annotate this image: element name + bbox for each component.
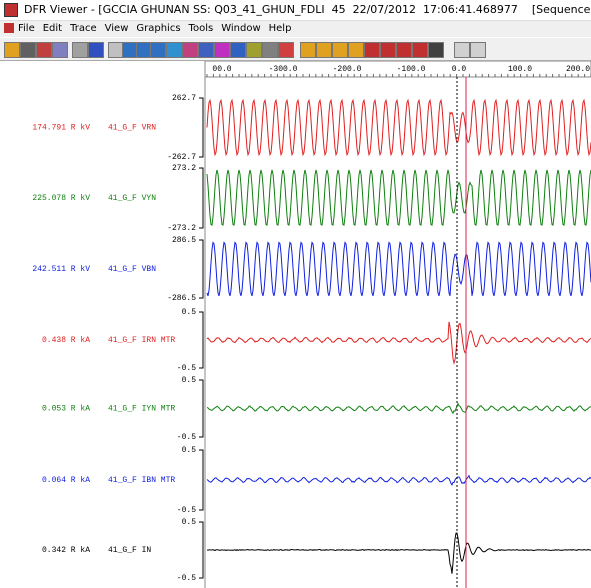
scale-bracket	[199, 167, 204, 229]
menu-item[interactable]: File	[18, 23, 35, 34]
menu-bar: File Edit Trace View Graphics Tools Window Help	[0, 21, 591, 37]
toolbar-button[interactable]	[428, 42, 444, 58]
menu-item[interactable]: Window	[221, 23, 261, 34]
scale-bracket	[199, 239, 204, 299]
toolbar-button[interactable]	[150, 42, 166, 58]
channel-value: 242.511 R kV	[32, 265, 90, 274]
toolbar-button[interactable]	[316, 42, 332, 58]
toolbar-button[interactable]	[72, 42, 88, 58]
channel-name: 41_G_F VBN	[108, 265, 156, 274]
scale-max: 0.5	[182, 376, 197, 385]
scale-min: -0.5	[177, 364, 196, 373]
toolbar-button[interactable]	[246, 42, 262, 58]
scale-max: 262.7	[172, 94, 196, 103]
menu-item[interactable]: Tools	[188, 23, 214, 34]
channel-value: 0.438 R kA	[42, 336, 90, 345]
channel-name: 41_G_F VYN	[108, 194, 156, 203]
toolbar-button[interactable]	[214, 42, 230, 58]
waveform	[206, 474, 591, 486]
toolbar-button[interactable]	[20, 42, 36, 58]
toolbar-button[interactable]	[396, 42, 412, 58]
time-label: 200.0	[566, 65, 590, 74]
waveform	[206, 402, 591, 415]
channel-value: 174.791 R kV	[32, 124, 90, 133]
scale-bracket	[199, 521, 204, 579]
waveform	[206, 241, 591, 297]
toolbar-button[interactable]	[364, 42, 380, 58]
background	[0, 61, 591, 588]
waveform	[206, 532, 591, 574]
trace-view: 00.0 -300.0 -200.0 -100.0 0.0 100.0 200.0 174.7…	[0, 61, 591, 588]
toolbar-button[interactable]	[470, 42, 486, 58]
toolbar-button[interactable]	[412, 42, 428, 58]
time-label: 0.0	[452, 65, 467, 74]
scale-min: -262.7	[167, 153, 196, 162]
app-icon	[4, 3, 18, 17]
toolbar-button[interactable]	[300, 42, 316, 58]
scale-min: -0.5	[177, 506, 196, 515]
scale-min: -273.2	[167, 224, 196, 233]
scale-max: 0.5	[182, 308, 197, 317]
toolbar-button[interactable]	[348, 42, 364, 58]
doc-icon	[4, 23, 14, 33]
toolbar-button[interactable]	[4, 42, 20, 58]
menu-item[interactable]: View	[104, 23, 129, 34]
toolbar-button[interactable]	[454, 42, 470, 58]
channel-name: 41_G_F IN	[108, 546, 151, 555]
toolbar-button[interactable]	[182, 42, 198, 58]
toolbar-button[interactable]	[52, 42, 68, 58]
channel-value: 0.342 R kA	[42, 546, 90, 555]
time-label: -100.0	[397, 65, 426, 74]
menu-item[interactable]: Trace	[70, 23, 97, 34]
scale-bracket	[199, 449, 204, 511]
scale-max: 0.5	[182, 518, 197, 527]
toolbar-button[interactable]	[332, 42, 348, 58]
channel-value: 0.064 R kA	[42, 476, 90, 485]
toolbar-button[interactable]	[36, 42, 52, 58]
scale-min: -0.5	[177, 574, 196, 583]
toolbar-button[interactable]	[88, 42, 104, 58]
menu-item[interactable]: Graphics	[136, 23, 181, 34]
channel-value: 0.053 R kA	[42, 405, 90, 414]
scale-max: 273.2	[172, 164, 196, 173]
toolbar-button[interactable]	[230, 42, 246, 58]
channel-value: 225.078 R kV	[32, 194, 90, 203]
scale-bracket	[199, 97, 204, 158]
scale-max: 0.5	[182, 446, 197, 455]
menu-item[interactable]: Help	[268, 23, 292, 34]
toolbar	[0, 38, 591, 61]
scale-bracket	[199, 311, 204, 369]
channel-name: 41_G_F VRN	[108, 124, 156, 133]
scale-bracket	[199, 379, 204, 438]
toolbar-button[interactable]	[380, 42, 396, 58]
window-title: DFR Viewer - [GCCIA GHUNAN SS: Q03_41_GH…	[24, 3, 591, 16]
channel-name: 41_G_F IYN MTR	[108, 405, 175, 414]
waveform	[206, 169, 591, 226]
channel-name: 41_G_F IBN MTR	[108, 476, 175, 485]
toolbar-button[interactable]	[198, 42, 214, 58]
waveform	[206, 321, 591, 365]
scale-max: 286.5	[172, 236, 196, 245]
scale-min: -0.5	[177, 433, 196, 442]
toolbar-button[interactable]	[262, 42, 278, 58]
menu-item[interactable]: Edit	[42, 23, 63, 34]
time-label: -200.0	[333, 65, 362, 74]
toolbar-button[interactable]	[278, 42, 294, 58]
waveform	[206, 98, 591, 157]
time-label: 00.0	[212, 65, 231, 74]
time-label: -300.0	[269, 65, 298, 74]
toolbar-button[interactable]	[166, 42, 182, 58]
channel-name: 41_G_F IRN MTR	[108, 336, 175, 345]
time-label: 100.0	[508, 65, 532, 74]
title-bar: DFR Viewer - [GCCIA GHUNAN SS: Q03_41_GH…	[0, 0, 591, 21]
scale-min: -286.5	[167, 294, 196, 303]
